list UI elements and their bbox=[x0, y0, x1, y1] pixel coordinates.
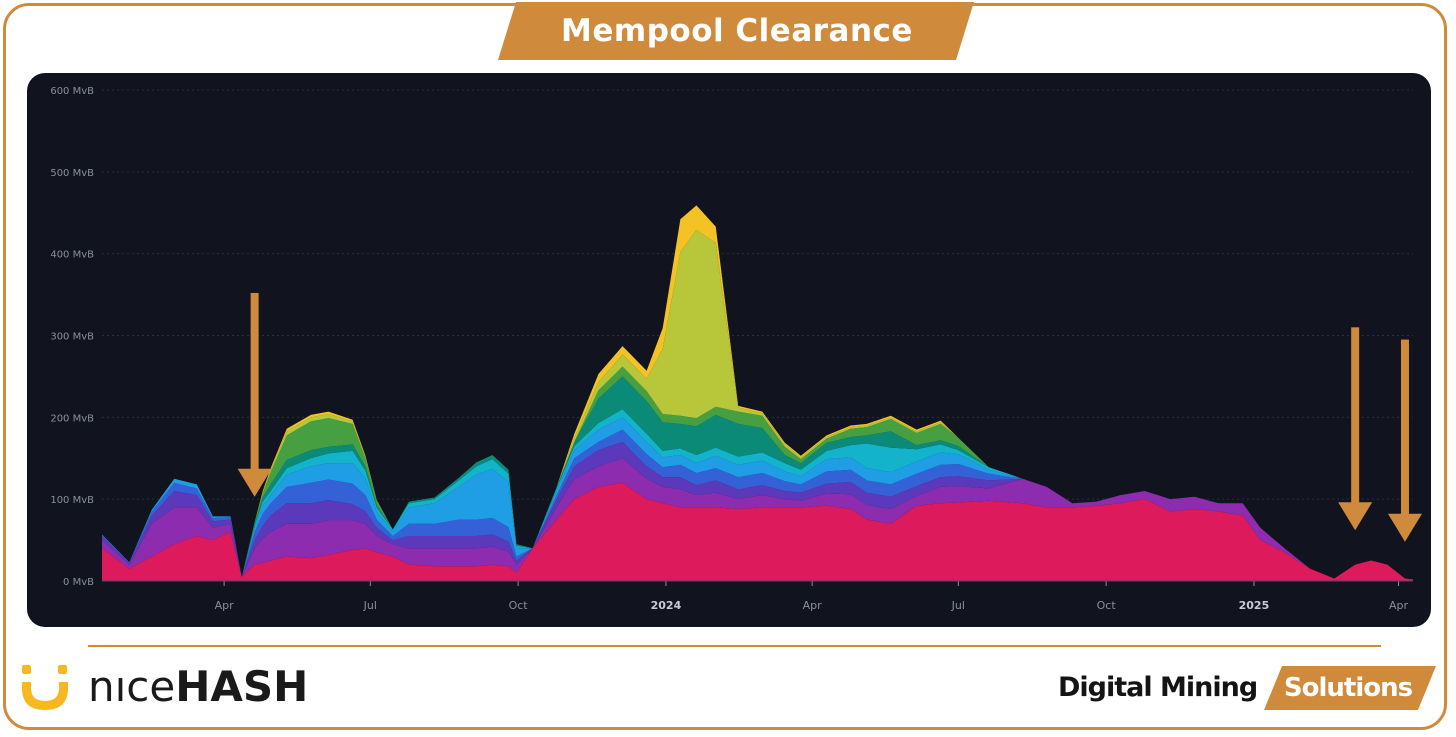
nicehash-smile-icon bbox=[22, 665, 68, 710]
chart-panel: 0 MvB 100 MvB 200 MvB 300 MvB 400 MvB 500 MvB… bbox=[27, 73, 1431, 627]
title-banner-shape bbox=[498, 2, 974, 60]
chart-title: Mempool Clearance bbox=[561, 13, 913, 49]
x-tick-label-1: Jul bbox=[363, 599, 377, 612]
annotation-layer bbox=[237, 292, 1422, 542]
footer-divider bbox=[88, 645, 1381, 647]
x-tick-label-6: Oct bbox=[1097, 599, 1117, 612]
area-layer bbox=[102, 205, 1413, 581]
y-tick-label-2: 200 MvB bbox=[50, 413, 94, 424]
down-arrow-2 bbox=[1387, 339, 1422, 542]
dms-solutions-label: Solutions bbox=[1283, 673, 1413, 703]
y-tick-label-0: 0 MvB bbox=[63, 577, 94, 588]
x-tick-label-2: Oct bbox=[509, 599, 529, 612]
dms-badge-shape bbox=[1264, 666, 1436, 710]
nicehash-wordmark-bold: HASH bbox=[175, 662, 309, 711]
y-tick-label-1: 100 MvB bbox=[50, 495, 94, 506]
x-tick-label-4: Apr bbox=[803, 599, 823, 612]
y-tick-layer: 0 MvB 100 MvB 200 MvB 300 MvB 400 MvB 500 MvB… bbox=[50, 86, 94, 588]
stacked-area-chart: 0 MvB 100 MvB 200 MvB 300 MvB 400 MvB 500 MvB… bbox=[50, 86, 1422, 612]
area-series-3 bbox=[102, 429, 1413, 580]
x-tick-label-5: Jul bbox=[951, 599, 965, 612]
y-tick-label-3: 300 MvB bbox=[50, 332, 94, 343]
x-tick-label-3: 2024 bbox=[651, 599, 682, 612]
y-tick-label-4: 400 MvB bbox=[50, 250, 94, 261]
y-tick-label-6: 600 MvB bbox=[50, 86, 94, 97]
area-series-1 bbox=[102, 458, 1413, 580]
x-tick-layer: Apr Jul Oct 2024 Apr Jul Oct 2025 Apr bbox=[102, 580, 1413, 612]
down-arrow-1 bbox=[1338, 327, 1373, 531]
nicehash-wordmark: nıceHASH bbox=[88, 662, 308, 712]
x-tick-label-0: Apr bbox=[215, 599, 235, 612]
area-series-0 bbox=[102, 482, 1413, 581]
dms-wordmark: Digital Mining bbox=[1058, 672, 1258, 703]
down-arrow-0 bbox=[237, 292, 272, 497]
x-tick-label-7: 2025 bbox=[1239, 599, 1270, 612]
x-tick-label-8: Apr bbox=[1389, 599, 1409, 612]
area-series-2 bbox=[102, 441, 1413, 580]
y-tick-label-5: 500 MvB bbox=[50, 168, 94, 179]
nicehash-wordmark-thin: nıce bbox=[88, 662, 176, 711]
